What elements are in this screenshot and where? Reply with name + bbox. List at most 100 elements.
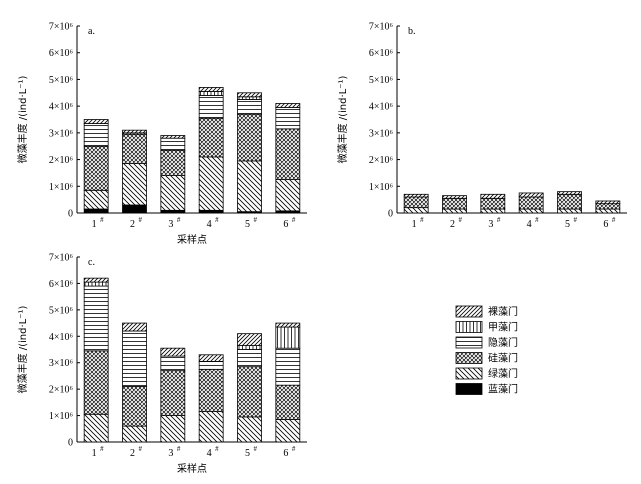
x-tick-label: 3 xyxy=(488,219,493,230)
x-tick-label: 1 xyxy=(92,448,97,459)
y-tick-label: 3×10⁶ xyxy=(369,128,394,139)
x-tick-superscript: # xyxy=(215,445,219,453)
panel-label: c. xyxy=(88,257,95,268)
x-tick-superscript: # xyxy=(497,216,501,224)
legend-item: 甲藻门 xyxy=(455,321,518,334)
bar-segment xyxy=(122,129,147,134)
x-tick-label: 3 xyxy=(168,448,173,459)
bar-segment xyxy=(83,281,109,287)
x-tick-superscript: # xyxy=(254,216,258,224)
bar-segment xyxy=(122,163,147,206)
bar-segment xyxy=(442,208,467,214)
bar-segment xyxy=(83,277,109,283)
panel-label: b. xyxy=(408,26,416,37)
x-tick-label: 1 xyxy=(412,219,417,230)
y-tick-label: 1×10⁶ xyxy=(49,182,74,193)
bar-segment xyxy=(198,95,224,119)
y-tick-label: 0 xyxy=(388,209,393,220)
x-axis-title: 采样点 xyxy=(177,462,207,475)
chart-panel-a: 0 1×10⁶ 2×10⁶ 3×10⁶ 4×10⁶ 5×10⁶ 6×10⁶ 7×10⁶ 微藻丰度… xyxy=(16,22,307,246)
x-tick-superscript: # xyxy=(100,445,104,453)
panels-layer: 0 1×10⁶ 2×10⁶ 3×10⁶ 4×10⁶ 5×10⁶ 6×10⁶ 7×10⁶ 微藻丰度… xyxy=(16,22,627,475)
x-tick-superscript: # xyxy=(535,216,539,224)
x-tick-superscript: # xyxy=(177,216,181,224)
bar-segment xyxy=(83,350,109,415)
legend-swatch xyxy=(455,336,483,349)
bar-segment xyxy=(198,87,224,92)
bar-segment xyxy=(160,137,186,151)
x-tick-label: 1 xyxy=(92,219,97,230)
x-tick-label: 6 xyxy=(283,448,288,459)
bar-segment xyxy=(237,113,262,162)
bar-segment xyxy=(198,368,224,413)
bar-segment xyxy=(198,411,224,443)
legend-label: 绿藻门 xyxy=(488,367,518,380)
x-tick-superscript: # xyxy=(292,216,296,224)
y-tick-label: 3×10⁶ xyxy=(49,128,74,139)
bar-segment xyxy=(403,196,429,209)
bar-segment xyxy=(275,347,301,386)
y-tick-label: 4×10⁶ xyxy=(49,102,74,113)
legend-item: 绿藻门 xyxy=(455,367,518,380)
bar-segment xyxy=(557,193,582,210)
bar-segment xyxy=(237,92,262,98)
bar-segment xyxy=(237,366,262,418)
bar-segment xyxy=(198,156,224,211)
y-tick-label: 2×10⁶ xyxy=(369,155,394,166)
legend-label: 蓝藻门 xyxy=(488,383,518,396)
y-tick-label: 2×10⁶ xyxy=(49,155,74,166)
bar-segment xyxy=(518,208,544,214)
bar-segment xyxy=(403,193,429,198)
chart-panel-b: 0 1×10⁶ 2×10⁶ 3×10⁶ 4×10⁶ 5×10⁶ 6×10⁶ 7×10⁶ 微藻丰度… xyxy=(336,22,627,230)
bar-segment xyxy=(83,413,109,443)
y-axis-title: 微藻丰度 /(ind·L⁻¹) xyxy=(336,75,349,163)
x-tick-superscript: # xyxy=(100,216,104,224)
legend-swatch xyxy=(455,305,483,318)
y-tick-label: 6×10⁶ xyxy=(49,48,74,59)
legend-label: 硅藻门 xyxy=(488,352,518,365)
y-tick-label: 3×10⁶ xyxy=(49,358,74,369)
bar-segment xyxy=(83,145,109,191)
y-tick-label: 7×10⁶ xyxy=(49,253,74,264)
x-tick-superscript: # xyxy=(420,216,424,224)
bar-segment xyxy=(160,149,186,177)
bar-segment xyxy=(275,419,301,443)
chart-panel-c: 0 1×10⁶ 2×10⁶ 3×10⁶ 4×10⁶ 5×10⁶ 6×10⁶ 7×10⁶ 微藻丰度… xyxy=(16,253,307,475)
bar-segment xyxy=(275,384,301,420)
y-tick-label: 6×10⁶ xyxy=(49,279,74,290)
bar-segment xyxy=(237,349,262,368)
bar-segment xyxy=(595,203,621,210)
bar-segment xyxy=(122,425,147,443)
x-tick-label: 4 xyxy=(527,219,532,230)
y-tick-label: 0 xyxy=(68,438,73,449)
bar-segment xyxy=(198,209,224,214)
bar-segment xyxy=(275,326,301,349)
x-tick-superscript: # xyxy=(459,216,463,224)
x-tick-label: 6 xyxy=(283,219,288,230)
bar-segment xyxy=(275,107,301,130)
bar-segment xyxy=(122,204,147,214)
y-tick-label: 7×10⁶ xyxy=(49,22,74,33)
bar-segment xyxy=(160,175,186,211)
y-axis-title: 微藻丰度 /(ind·L⁻¹) xyxy=(16,75,29,163)
bar-segment xyxy=(160,355,186,372)
legend-item: 隐藻门 xyxy=(455,336,518,349)
legend-swatch xyxy=(455,383,483,395)
bar-segment xyxy=(198,354,224,362)
bar-segment xyxy=(160,347,186,357)
bar-segment xyxy=(518,196,544,210)
y-tick-label: 0 xyxy=(68,209,73,220)
bar-segment xyxy=(237,345,262,350)
y-tick-label: 5×10⁶ xyxy=(49,75,74,86)
legend-swatch xyxy=(455,352,483,364)
bar-segment xyxy=(122,386,147,427)
bar-segment xyxy=(237,160,262,213)
bar-segment xyxy=(83,123,109,147)
bar-segment xyxy=(160,135,186,139)
legend-item: 裸藻门 xyxy=(455,305,518,318)
bar-segment xyxy=(442,197,467,210)
y-tick-label: 4×10⁶ xyxy=(369,102,394,113)
x-tick-superscript: # xyxy=(139,216,143,224)
